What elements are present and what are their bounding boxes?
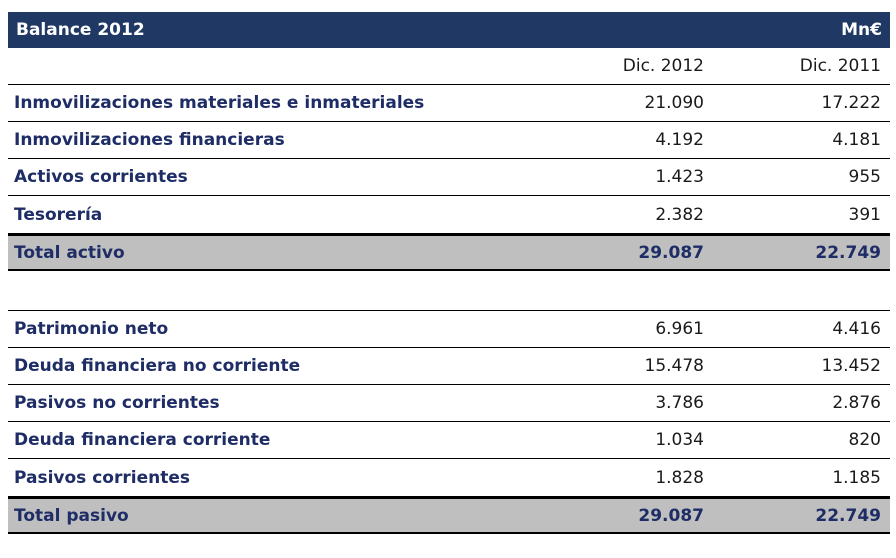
value-2011: 955 — [848, 167, 881, 187]
column-header-row: Dic. 2012 Dic. 2011 — [8, 48, 890, 85]
value-2011: 1.185 — [832, 467, 881, 488]
value-2012: 1.828 — [655, 467, 704, 488]
table-row: Patrimonio neto 6.961 4.416 — [8, 311, 890, 348]
value-2012: 15.478 — [644, 356, 704, 376]
row-label: Deuda financiera no corriente — [14, 356, 301, 376]
balance-table: Balance 2012 Mn€ Dic. 2012 Dic. 2011 Inm… — [8, 12, 890, 534]
table-row: Deuda financiera corriente 1.034 820 — [8, 422, 890, 459]
row-label: Tesorería — [14, 204, 103, 225]
column-header-2011: Dic. 2011 — [799, 56, 881, 76]
section-spacer — [8, 271, 890, 311]
row-label: Deuda financiera corriente — [14, 430, 271, 450]
value-2011: 4.181 — [832, 130, 881, 150]
total-activo-row: Total activo 29.087 22.749 — [8, 233, 890, 271]
value-2012: 4.192 — [655, 130, 704, 150]
row-label: Patrimonio neto — [14, 319, 169, 339]
value-2011: 13.452 — [821, 356, 881, 376]
row-label: Pasivos corrientes — [14, 467, 190, 488]
value-2012: 21.090 — [644, 93, 704, 113]
total-activo-2011: 22.749 — [815, 242, 881, 263]
value-2012: 6.961 — [655, 319, 704, 339]
table-row: Deuda financiera no corriente 15.478 13.… — [8, 348, 890, 385]
value-2012: 1.034 — [655, 430, 704, 450]
value-2011: 4.416 — [832, 319, 881, 339]
row-label: Inmovilizaciones financieras — [14, 130, 285, 150]
value-2012: 3.786 — [655, 393, 704, 413]
value-2011: 820 — [848, 430, 881, 450]
row-label: Pasivos no corrientes — [14, 393, 220, 413]
value-2011: 17.222 — [821, 93, 881, 113]
table-row: Activos corrientes 1.423 955 — [8, 159, 890, 196]
row-label: Inmovilizaciones materiales e inmaterial… — [14, 93, 425, 113]
value-2011: 2.876 — [832, 393, 881, 413]
total-activo-label: Total activo — [14, 242, 125, 263]
total-activo-2012: 29.087 — [638, 242, 704, 263]
total-pasivo-2011: 22.749 — [815, 505, 881, 526]
unit-label: Mn€ — [841, 20, 882, 40]
total-pasivo-2012: 29.087 — [638, 505, 704, 526]
table-row: Inmovilizaciones financieras 4.192 4.181 — [8, 122, 890, 159]
column-header-2012: Dic. 2012 — [622, 56, 704, 76]
table-title: Balance 2012 — [16, 20, 145, 40]
row-label: Activos corrientes — [14, 167, 188, 187]
total-pasivo-row: Total pasivo 29.087 22.749 — [8, 496, 890, 534]
total-pasivo-label: Total pasivo — [14, 505, 129, 526]
table-row: Tesorería 2.382 391 — [8, 196, 890, 233]
value-2012: 1.423 — [655, 167, 704, 187]
table-row: Pasivos no corrientes 3.786 2.876 — [8, 385, 890, 422]
value-2012: 2.382 — [655, 204, 704, 225]
table-row: Inmovilizaciones materiales e inmaterial… — [8, 85, 890, 122]
value-2011: 391 — [848, 204, 881, 225]
table-header: Balance 2012 Mn€ — [8, 12, 890, 48]
table-row: Pasivos corrientes 1.828 1.185 — [8, 459, 890, 496]
